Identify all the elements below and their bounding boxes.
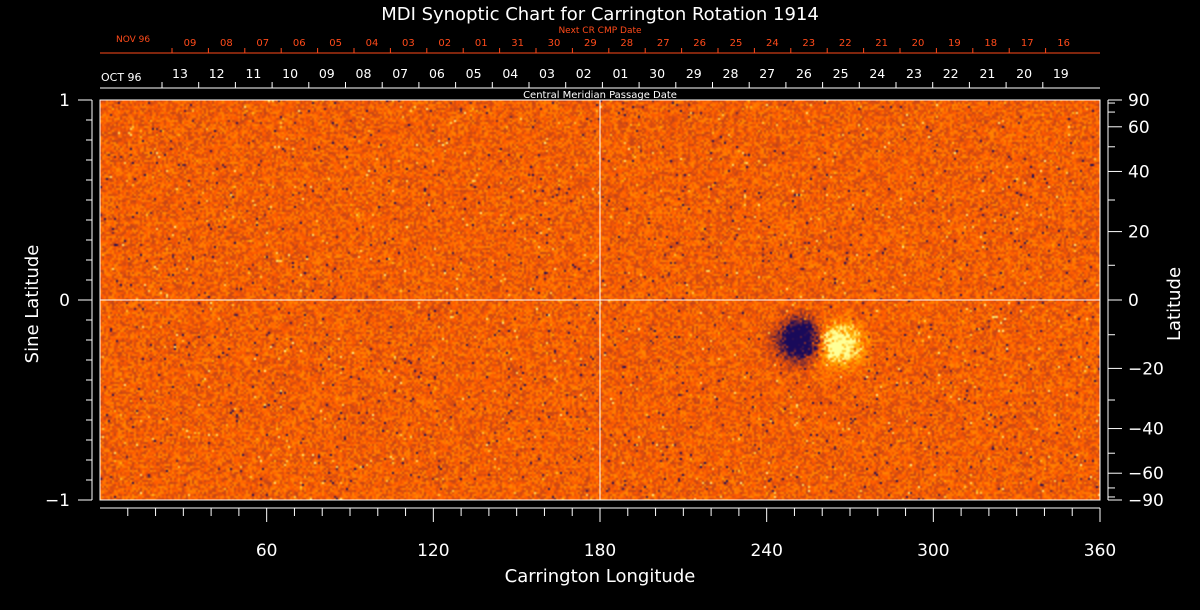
y-right-tick-label: 0 <box>1128 291 1139 311</box>
cmp-date-label: 30 <box>649 66 665 81</box>
next-cmp-axis-label: Next CR CMP Date <box>558 26 642 36</box>
y-right-tick-label: −60 <box>1128 464 1164 484</box>
next-cmp-date-label: 25 <box>730 38 743 49</box>
x-axis-label: Carrington Longitude <box>505 566 696 587</box>
x-tick-label: 180 <box>584 541 616 561</box>
next-cmp-date-label: 07 <box>256 38 269 49</box>
x-tick-label: 240 <box>750 541 782 561</box>
next-cmp-date-label: 04 <box>366 38 379 49</box>
cmp-date-label: 20 <box>1016 66 1032 81</box>
next-cmp-date-label: 16 <box>1057 38 1070 49</box>
next-cmp-date-label: 17 <box>1021 38 1034 49</box>
next-cmp-date-label: 19 <box>948 38 961 49</box>
chart-grid <box>100 100 1100 500</box>
y-right-tick-label: 40 <box>1128 162 1150 182</box>
cmp-date-label: 22 <box>943 66 959 81</box>
cmp-date-label: 24 <box>869 66 885 81</box>
cmp-date-label: 21 <box>979 66 995 81</box>
next-cmp-date-label: 30 <box>548 38 561 49</box>
next-cmp-date-label: 29 <box>584 38 597 49</box>
chart-axes: 60 120 180 240 300 36010−1906040200−20−40−60−… <box>45 38 1164 561</box>
y-left-tick-label: 1 <box>59 91 70 111</box>
cmp-date-label: 25 <box>833 66 849 81</box>
plot-frame <box>99 99 1101 501</box>
y-axis-left-label: Sine Latitude <box>22 245 43 364</box>
y-right-tick-label: 60 <box>1128 118 1150 138</box>
cmp-date-label: 29 <box>686 66 702 81</box>
chart-title: MDI Synoptic Chart for Carrington Rotati… <box>381 4 819 25</box>
x-tick-label: 300 <box>917 541 949 561</box>
y-right-tick-label: −90 <box>1128 491 1164 511</box>
next-cmp-date-label: 02 <box>438 38 451 49</box>
x-tick-label: 360 <box>1084 541 1116 561</box>
next-cmp-date-label: 01 <box>475 38 488 49</box>
next-cmp-date-label: 21 <box>875 38 888 49</box>
y-right-tick-label: −20 <box>1128 359 1164 379</box>
cmp-date-label: 01 <box>612 66 628 81</box>
next-cmp-date-label: 24 <box>766 38 779 49</box>
cmp-date-label: 08 <box>356 66 372 81</box>
next-cmp-date-label: 22 <box>839 38 852 49</box>
next-cmp-date-label: 03 <box>402 38 415 49</box>
cmp-date-label: 06 <box>429 66 445 81</box>
y-axis-right-label: Latitude <box>1164 267 1185 341</box>
cmp-month-label: OCT 96 <box>101 71 142 84</box>
x-tick-label: 120 <box>417 541 449 561</box>
cmp-axis-label: Central Meridian Passage Date <box>523 90 677 101</box>
next-cmp-date-label: 05 <box>329 38 342 49</box>
cmp-date-label: 04 <box>502 66 518 81</box>
next-cmp-date-label: 31 <box>511 38 524 49</box>
next-cmp-date-label: 09 <box>184 38 197 49</box>
cmp-date-label: 05 <box>466 66 482 81</box>
cmp-date-label: 02 <box>576 66 592 81</box>
cmp-date-label: 07 <box>392 66 408 81</box>
next-cmp-date-label: 23 <box>802 38 815 49</box>
cmp-date-label: 12 <box>209 66 225 81</box>
y-left-tick-label: −1 <box>45 491 70 511</box>
cmp-date-label: 13 <box>172 66 188 81</box>
cmp-date-label: 28 <box>723 66 739 81</box>
next-cmp-date-label: 18 <box>984 38 997 49</box>
y-right-tick-label: 20 <box>1128 223 1150 243</box>
y-left-tick-label: 0 <box>59 291 70 311</box>
cmp-date-label: 10 <box>282 66 298 81</box>
next-cmp-date-label: 08 <box>220 38 233 49</box>
next-month-label: NOV 96 <box>116 35 150 45</box>
next-cmp-date-label: 26 <box>693 38 706 49</box>
cmp-date-label: 23 <box>906 66 922 81</box>
cmp-date-label: 26 <box>796 66 812 81</box>
cmp-date-label: 11 <box>245 66 261 81</box>
cmp-date-label: 03 <box>539 66 555 81</box>
next-cmp-date-label: 06 <box>293 38 306 49</box>
y-right-tick-label: −40 <box>1128 420 1164 440</box>
cmp-date-label: 27 <box>759 66 775 81</box>
cmp-date-label: 19 <box>1053 66 1069 81</box>
y-right-tick-label: 90 <box>1128 91 1150 111</box>
x-tick-label: 60 <box>256 541 278 561</box>
next-cmp-date-label: 28 <box>620 38 633 49</box>
cmp-date-label: 09 <box>319 66 335 81</box>
next-cmp-date-label: 27 <box>657 38 670 49</box>
next-cmp-date-label: 20 <box>912 38 925 49</box>
